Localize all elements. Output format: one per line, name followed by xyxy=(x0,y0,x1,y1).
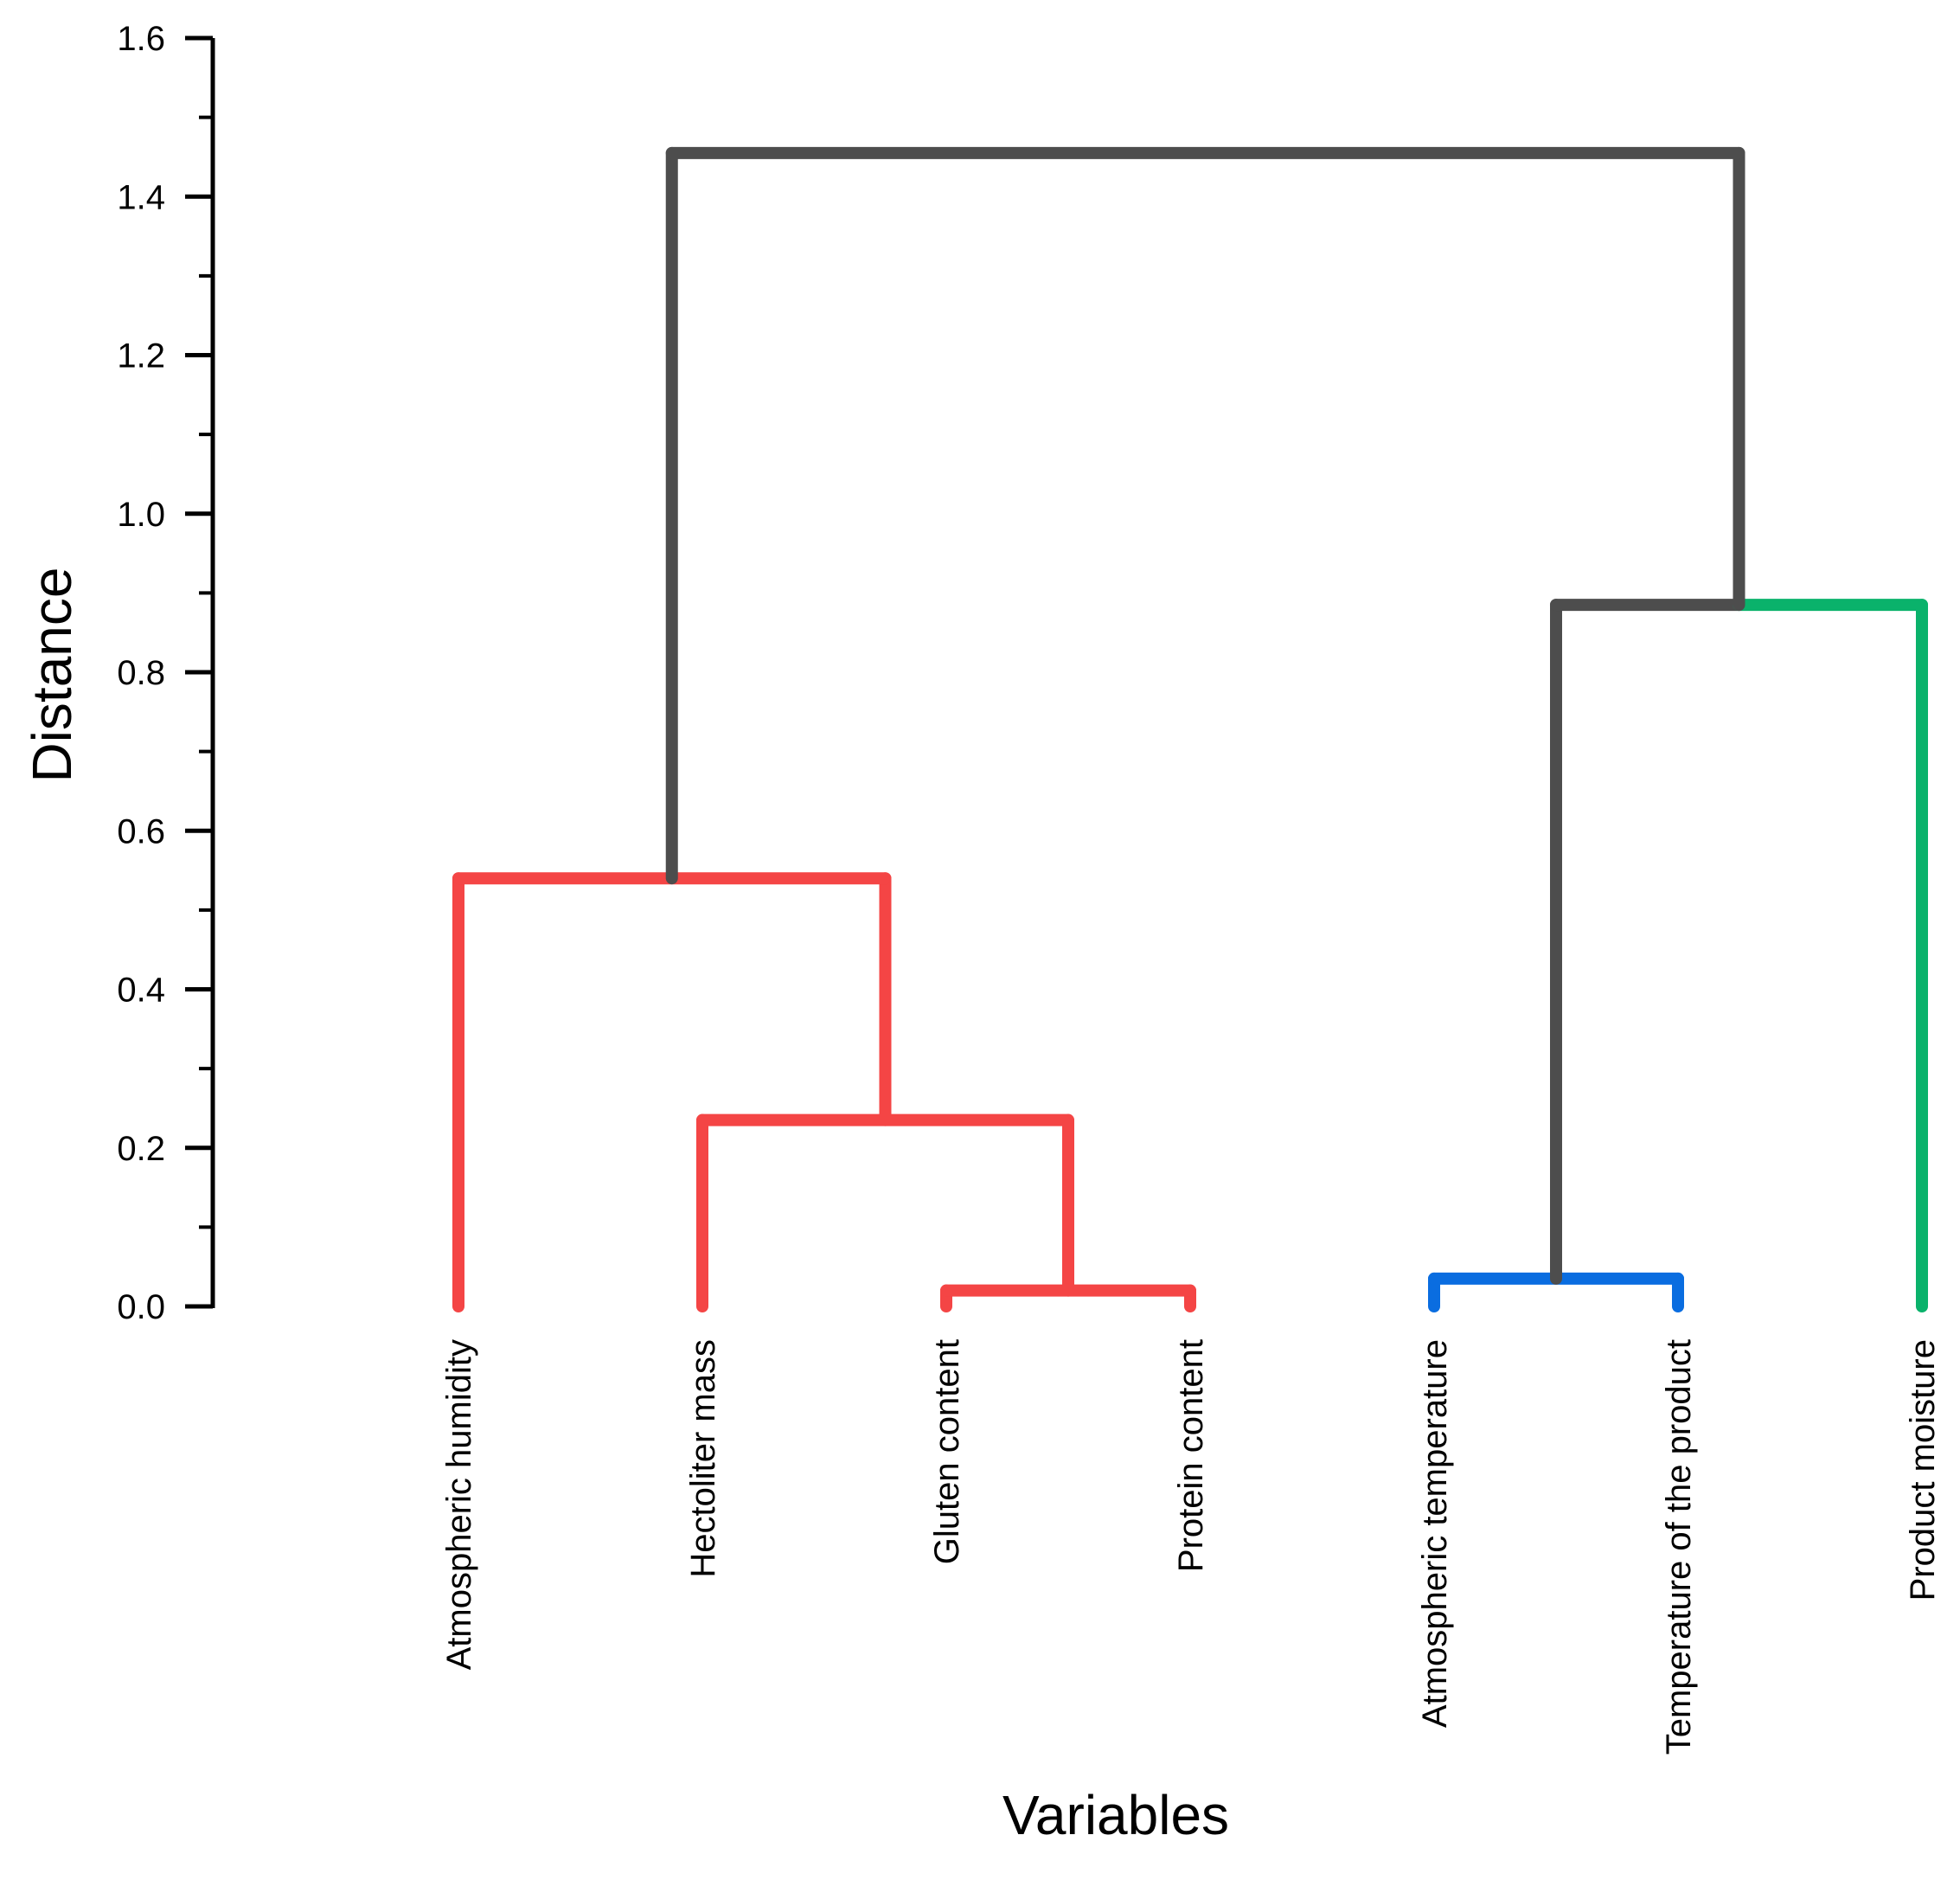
leaf-label: Atmospheric temperature xyxy=(1416,1339,1454,1728)
y-tick-label: 1.6 xyxy=(117,20,165,58)
dendrogram-links xyxy=(452,146,1928,1312)
y-tick-label: 1.4 xyxy=(117,178,165,216)
y-axis-title: Distance xyxy=(21,568,83,783)
leaf-labels: Atmospheric humidity Hectoliter mass Glute… xyxy=(440,1339,1942,1755)
leaf-label: Atmospheric humidity xyxy=(440,1339,478,1670)
y-tick-label: 1.0 xyxy=(117,496,165,534)
y-tick-label: 0.2 xyxy=(117,1130,165,1168)
leaf-label: Gluten content xyxy=(928,1339,966,1564)
y-tick-label: 0.8 xyxy=(117,654,165,692)
leaf-label: Temperature of the product xyxy=(1660,1339,1698,1755)
leaf-label: Product moisture xyxy=(1904,1339,1942,1601)
y-tick-label: 1.2 xyxy=(117,337,165,375)
y-tick-label: 0.0 xyxy=(117,1288,165,1326)
y-axis-ticks: 0.0 0.2 0.4 0.6 0.8 1.0 1.2 1.4 1.6 xyxy=(117,20,213,1326)
y-tick-label: 0.4 xyxy=(117,972,165,1010)
x-axis-title: Variables xyxy=(1002,1784,1229,1846)
y-tick-label: 0.6 xyxy=(117,812,165,850)
leaf-label: Protein content xyxy=(1172,1339,1210,1572)
leaf-label: Hectoliter mass xyxy=(684,1339,722,1578)
y-axis: 0.0 0.2 0.4 0.6 0.8 1.0 1.2 1.4 1.6 xyxy=(117,20,215,1326)
